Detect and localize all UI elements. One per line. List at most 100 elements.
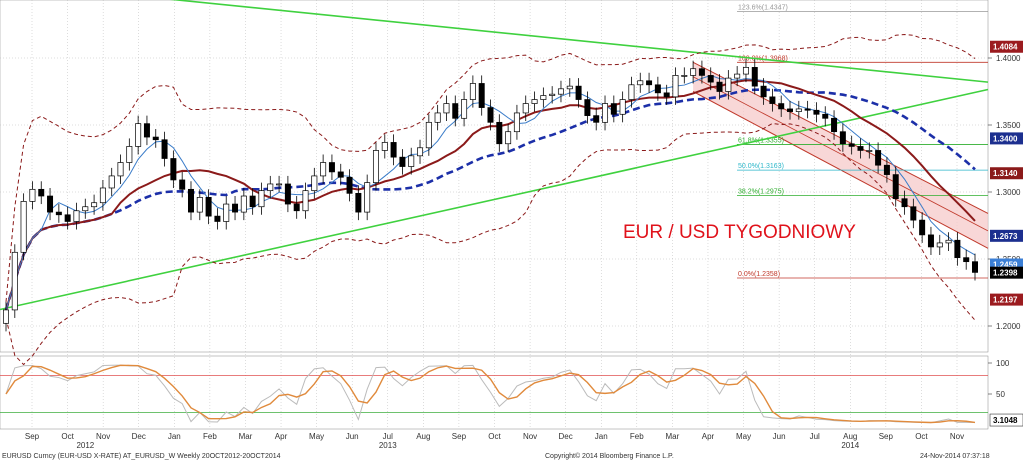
candle-body	[760, 85, 767, 98]
month-label: Dec	[559, 432, 573, 441]
upper-band	[5, 34, 976, 302]
candle-body	[320, 162, 327, 177]
candle-body	[108, 175, 115, 189]
year-label: 2014	[841, 441, 859, 450]
price-badge-label: 1.2398	[993, 269, 1018, 278]
candle-body	[179, 179, 186, 190]
candle-body	[681, 75, 688, 77]
candle-body	[875, 150, 882, 166]
support-trendline	[0, 88, 989, 311]
indicator-badge	[989, 413, 1023, 427]
time-axis: Sep Oct Nov Dec Jan Feb Mar Apr May Jun Jul Aug Sep O…	[25, 432, 964, 450]
stoch-k	[5, 364, 976, 424]
candle-body	[478, 83, 485, 108]
month-label: Aug	[843, 432, 857, 441]
stochastic-indicator: 100 50 3.1048	[0, 359, 1023, 427]
candle-body	[249, 195, 256, 208]
candle-body	[901, 198, 908, 208]
month-label: Apr	[275, 432, 288, 441]
candle-body	[152, 136, 159, 141]
price-panel	[0, 0, 989, 353]
candle-body	[205, 197, 212, 217]
candle-body	[434, 112, 441, 123]
month-label: Nov	[96, 432, 110, 441]
candle-body	[38, 188, 45, 197]
candle-body	[161, 139, 168, 159]
candle-body	[566, 85, 573, 90]
candle-body	[795, 108, 802, 112]
candle-body	[954, 239, 961, 259]
candle-body	[214, 215, 221, 222]
candle-body	[972, 261, 978, 273]
candle-body	[883, 164, 890, 175]
month-label: Jul	[383, 432, 393, 441]
candle-body	[513, 112, 520, 133]
candle-body	[143, 123, 150, 138]
candle-body	[831, 117, 838, 133]
month-label: May	[736, 432, 751, 441]
y-tick-label: 1.2000	[996, 322, 1021, 331]
month-label: May	[309, 432, 324, 441]
month-label: Feb	[630, 432, 644, 441]
indicator-badge-label: 3.1048	[993, 416, 1018, 425]
candle-body	[716, 81, 723, 92]
footer-center: Copyright© 2014 Bloomberg Finance L.P.	[545, 452, 674, 460]
month-label: Apr	[702, 432, 715, 441]
indicator-tick-label: 100	[996, 359, 1010, 368]
channel-mid	[692, 76, 989, 232]
candle-body	[452, 103, 459, 119]
candle-body	[328, 162, 335, 173]
candle-body	[443, 103, 450, 114]
candle-body	[187, 188, 194, 213]
candle-body	[848, 143, 855, 147]
month-label: Jun	[773, 432, 786, 441]
y-tick-label: 1.3000	[996, 188, 1021, 197]
candle-body	[240, 195, 247, 213]
candle-body	[55, 211, 62, 216]
year-label: 2012	[76, 441, 94, 450]
vertical-grid	[31, 0, 958, 429]
candle-body	[742, 67, 749, 75]
candle-body	[20, 201, 27, 253]
candle-body	[725, 77, 732, 92]
candle-body	[11, 251, 18, 311]
price-badge-label: 1.4084	[993, 43, 1018, 52]
trendlines	[0, 0, 989, 311]
candle-body	[751, 67, 758, 87]
stoch-d	[5, 364, 976, 424]
year-label: 2013	[379, 441, 397, 450]
month-label: Jun	[346, 432, 359, 441]
candle-body	[628, 84, 635, 100]
candle-body	[945, 239, 952, 244]
price-badge-label: 1.3140	[993, 169, 1018, 178]
y-tick-label: 1.4000	[996, 54, 1021, 63]
candle-body	[575, 85, 582, 100]
candle-body	[135, 123, 142, 147]
candle-body	[866, 150, 873, 152]
candle-body	[505, 131, 512, 145]
price-badge	[990, 132, 1023, 145]
candle-body	[769, 96, 776, 104]
month-label: Dec	[132, 432, 146, 441]
candle-body	[223, 203, 230, 222]
month-label: Sep	[452, 432, 467, 441]
channel-fill	[693, 62, 988, 249]
candle-body	[857, 146, 864, 151]
candle-body	[778, 103, 785, 110]
price-badge-label: 1.3400	[993, 134, 1018, 143]
month-label: Mar	[239, 432, 253, 441]
candle-body	[47, 195, 54, 213]
candle-body	[549, 93, 556, 96]
fib-label: 123.6%(1.4347)	[738, 5, 788, 12]
fib-label: 38.2%(1.2975)	[738, 188, 784, 195]
candle-body	[170, 158, 177, 181]
candle-body	[619, 99, 626, 115]
candle-body	[284, 183, 291, 205]
candle-body	[82, 206, 89, 212]
candle-body	[910, 206, 917, 221]
price-badge	[990, 266, 1023, 279]
y-tick-label: 1.3500	[996, 121, 1021, 130]
candle-body	[522, 103, 529, 114]
candle-body	[232, 203, 239, 213]
month-label: Oct	[915, 432, 928, 441]
